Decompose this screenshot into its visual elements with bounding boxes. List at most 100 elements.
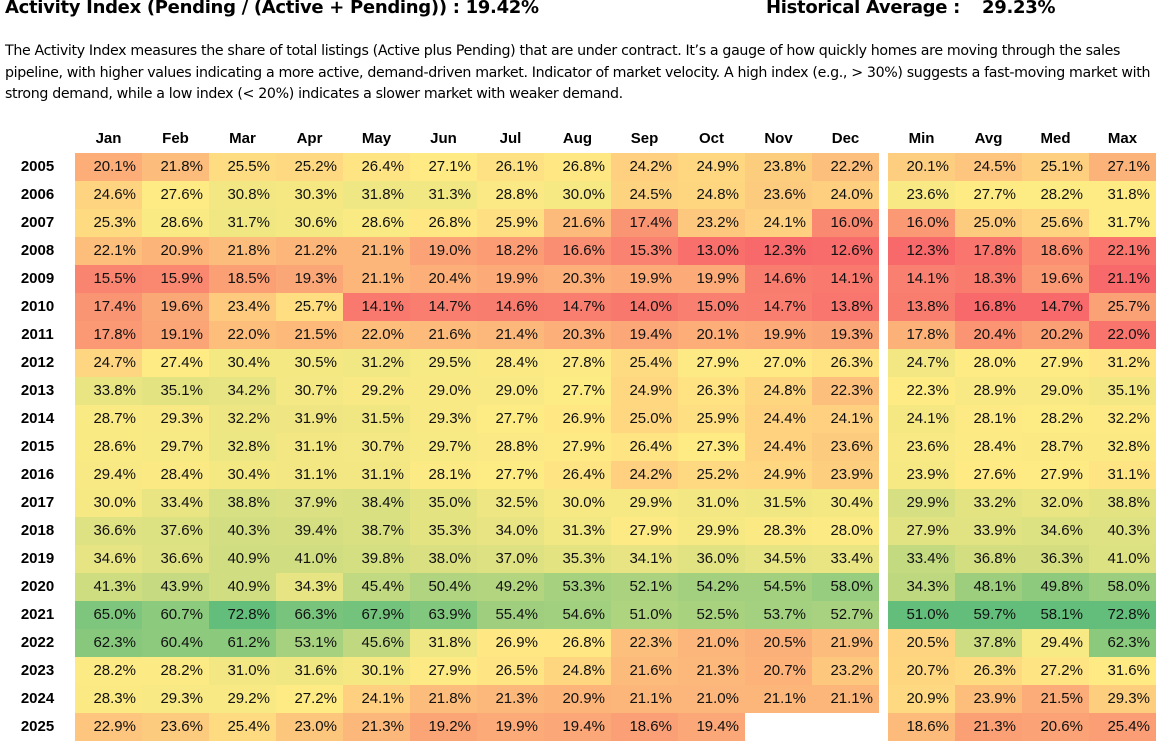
heatmap-cell: 54.5% [745,573,812,601]
stat-cell-avg: 25.0% [955,209,1022,237]
heatmap-cell: 27.7% [544,377,611,405]
column-header-jun: Jun [430,130,457,147]
stat-cell-med: 27.9% [1022,461,1089,489]
heatmap-cell: 53.3% [544,573,611,601]
heatmap-cell: 22.3% [812,377,879,405]
heatmap-cell: 31.1% [276,461,343,489]
column-header-mar: Mar [229,130,256,147]
heatmap-cell: 27.9% [611,517,678,545]
heatmap-cell: 38.7% [343,517,410,545]
stat-cell-min: 23.6% [888,433,955,461]
historical-average-value: 29.23% [982,0,1056,18]
heatmap-cell: 28.6% [343,209,410,237]
heatmap-cell: 31.9% [276,405,343,433]
row-year-label: 2015 [20,438,55,455]
stat-cell-max: 31.6% [1089,657,1156,685]
heatmap-cell: 31.7% [209,209,276,237]
heatmap-cell: 53.1% [276,629,343,657]
heatmap-cell: 23.6% [745,181,812,209]
heatmap-cell: 22.0% [343,321,410,349]
heatmap-cell: 19.9% [477,265,544,293]
row-year-label: 2008 [20,242,55,259]
stat-cell-min: 14.1% [888,265,955,293]
heatmap-cell: 19.6% [142,293,209,321]
heatmap-cell: 29.9% [611,489,678,517]
historical-average-label: Historical Average : [766,0,961,18]
heatmap-cell: 21.2% [276,237,343,265]
heatmap-cell: 28.6% [75,433,142,461]
heatmap-cell: 22.9% [75,713,142,741]
heatmap-cell: 28.4% [142,461,209,489]
heatmap-cell: 20.3% [544,265,611,293]
heatmap-cell: 34.1% [611,545,678,573]
heatmap-cell: 16.6% [544,237,611,265]
heatmap-cell: 26.8% [410,209,477,237]
heatmap-cell: 21.3% [678,657,745,685]
heatmap-cell: 25.2% [678,461,745,489]
heatmap-cell: 37.0% [477,545,544,573]
heatmap-cell: 28.8% [477,433,544,461]
stat-cell-med: 32.0% [1022,489,1089,517]
heatmap-cell: 36.0% [678,545,745,573]
column-header-dec: Dec [831,130,860,147]
row-year-label: 2018 [20,522,55,539]
heatmap-cell: 19.3% [276,265,343,293]
heatmap-cell: 21.1% [343,265,410,293]
row-year-label: 2024 [20,690,55,707]
heatmap-cell: 30.4% [812,489,879,517]
column-header-apr: Apr [296,130,323,147]
heatmap-cell: 29.0% [477,377,544,405]
column-header-nov: Nov [764,130,793,147]
heatmap-cell: 12.3% [745,237,812,265]
heatmap-cell: 41.3% [75,573,142,601]
heatmap-cell: 21.3% [343,713,410,741]
stat-cell-max: 72.8% [1089,601,1156,629]
heatmap-cell: 14.7% [745,293,812,321]
heatmap-cell: 28.1% [410,461,477,489]
heatmap-cell: 29.3% [142,405,209,433]
heatmap-cell: 19.4% [611,321,678,349]
heatmap-cell: 65.0% [75,601,142,629]
heatmap-cell: 26.4% [611,433,678,461]
heatmap-cell: 15.0% [678,293,745,321]
stat-cell-med: 58.1% [1022,601,1089,629]
stat-cell-med: 20.2% [1022,321,1089,349]
heatmap-cell: 52.7% [812,601,879,629]
column-header-aug: Aug [562,130,593,147]
stat-cell-med: 25.6% [1022,209,1089,237]
heatmap-cell: 19.3% [812,321,879,349]
heatmap-cell: 30.0% [544,489,611,517]
heatmap-cell: 27.8% [544,349,611,377]
heatmap-cell: 13.8% [812,293,879,321]
heatmap-cell: 21.1% [611,685,678,713]
heatmap-cell: 31.5% [745,489,812,517]
heatmap-cell: 24.2% [611,153,678,181]
column-header-jan: Jan [95,130,122,147]
heatmap-cell: 21.9% [812,629,879,657]
stat-cell-avg: 28.0% [955,349,1022,377]
stat-cell-med: 36.3% [1022,545,1089,573]
column-header-min: Min [908,130,935,147]
stat-cell-avg: 27.6% [955,461,1022,489]
stat-cell-med: 28.7% [1022,433,1089,461]
row-year-label: 2014 [20,410,55,427]
heatmap-cell: 19.4% [544,713,611,741]
heatmap-cell: 24.0% [812,181,879,209]
heatmap-cell: 28.3% [745,517,812,545]
stat-cell-max: 22.1% [1089,237,1156,265]
stat-cell-min: 51.0% [888,601,955,629]
heatmap-cell: 28.0% [812,517,879,545]
heatmap-cell: 34.2% [209,377,276,405]
heatmap-cell: 40.9% [209,545,276,573]
heatmap-cell: 30.8% [209,181,276,209]
stat-cell-min: 13.8% [888,293,955,321]
heatmap-cell: 30.6% [276,209,343,237]
heatmap-cell: 63.9% [410,601,477,629]
heatmap-cell: 23.6% [142,713,209,741]
heatmap-cell: 14.7% [544,293,611,321]
stat-cell-max: 25.7% [1089,293,1156,321]
heatmap-cell: 27.4% [142,349,209,377]
heatmap-cell: 23.9% [812,461,879,489]
heatmap-cell: 38.0% [410,545,477,573]
heatmap-cell: 27.9% [544,433,611,461]
